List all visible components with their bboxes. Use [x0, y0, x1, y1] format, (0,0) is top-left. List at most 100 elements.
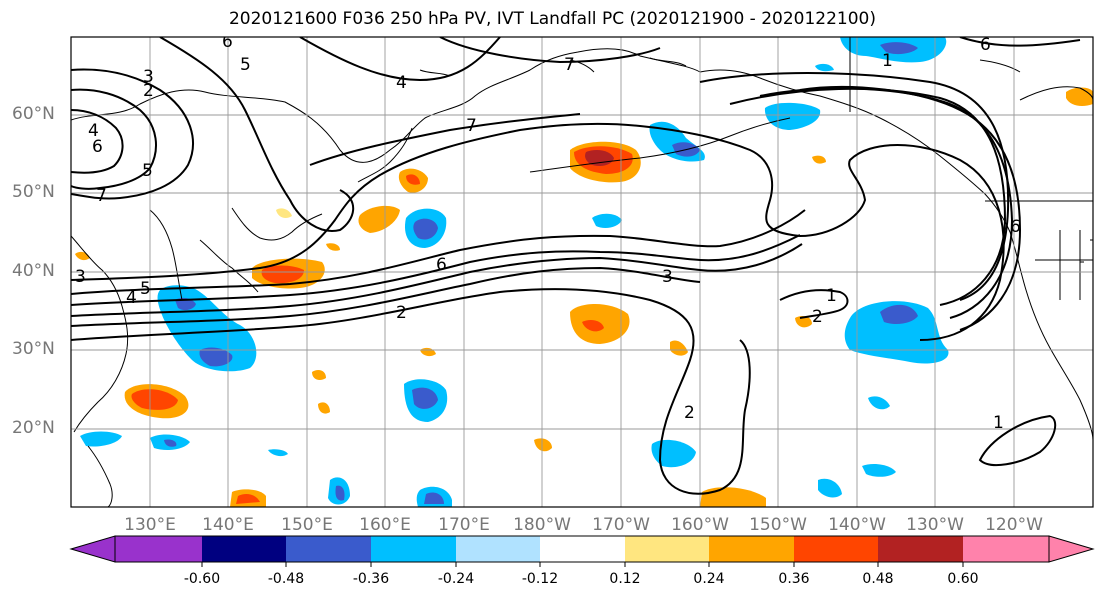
- contour-line: [71, 122, 1005, 341]
- colorbar-tick-label: -0.12: [521, 571, 559, 587]
- contour-label: 6: [1010, 217, 1021, 237]
- lon-label: 140°W: [828, 515, 886, 535]
- contour-label: 7: [96, 186, 107, 206]
- coastline-aleutians: [529, 117, 791, 173]
- contour-label: 3: [75, 267, 86, 287]
- contour-line: [71, 243, 803, 317]
- lon-label: 130°E: [124, 515, 176, 535]
- contour-line: [959, 37, 1081, 47]
- contour-line: [309, 113, 581, 166]
- colorbar-segment: [286, 536, 371, 562]
- lon-label: 180°W: [513, 515, 571, 535]
- shade-negative: [764, 102, 821, 130]
- colorbar-extend-low: [69, 535, 116, 563]
- lon-label: 130°W: [906, 515, 964, 535]
- contour-labels: 7 6 3 2 1 2 2 1 5 4 7 6 5 4 3 2 5 4 6 7 …: [75, 32, 1021, 433]
- shade-negative: [818, 478, 842, 498]
- shade-positive: [312, 370, 326, 380]
- coastline-japan: [199, 239, 259, 293]
- contour-line: [71, 88, 157, 190]
- lon-label: 120°W: [985, 515, 1043, 535]
- coastline-hudson: [1019, 86, 1093, 101]
- shade-positive: [326, 243, 340, 251]
- contour-line: [71, 266, 701, 327]
- coastlines: [71, 37, 1093, 507]
- contour-line: [71, 288, 751, 495]
- contour-label: 6: [222, 32, 233, 52]
- shade-negative: [412, 387, 438, 409]
- contour-label: 1: [882, 51, 893, 71]
- contour-line: [729, 87, 1007, 306]
- coastline-philippines: [87, 445, 113, 507]
- contour-label: 6: [436, 255, 447, 275]
- shade-negative: [164, 439, 177, 447]
- contour-label: 2: [396, 303, 407, 323]
- lat-label: 20°N: [12, 418, 55, 438]
- shade-positive: [670, 340, 688, 356]
- colorbar-tick-label: 0.12: [609, 571, 641, 587]
- contour-label: 7: [564, 55, 575, 75]
- shade-negative: [268, 449, 288, 457]
- contour-line: [978, 414, 1057, 467]
- shade-positive: [1066, 87, 1093, 106]
- contour-label: 2: [143, 81, 154, 101]
- contour-line: [71, 68, 194, 200]
- shade-positive: [261, 265, 304, 284]
- contour-label: 5: [240, 55, 251, 75]
- lon-label: 160°E: [359, 515, 411, 535]
- contour-line: [159, 37, 355, 232]
- contour-label: 4: [396, 73, 407, 93]
- contour-line: [299, 37, 501, 82]
- contour-line: [71, 209, 806, 295]
- contour-label: 6: [980, 35, 991, 55]
- shade-negative: [844, 301, 949, 364]
- shade-negative: [880, 304, 918, 324]
- lat-label: 50°N: [12, 182, 55, 202]
- shade-positive: [406, 174, 420, 185]
- shade-positive: [358, 205, 400, 233]
- map-title: 2020121600 F036 250 hPa PV, IVT Landfall…: [228, 9, 876, 29]
- lon-label: 160°W: [671, 515, 729, 535]
- colorbar-segment: [115, 536, 202, 562]
- contour-line: [439, 37, 661, 64]
- shade-positive: [318, 402, 330, 414]
- contour-label: 7: [466, 116, 477, 136]
- lon-label: 150°E: [281, 515, 333, 535]
- colorbar-tick-label: -0.36: [352, 571, 390, 587]
- colorbar-tick-label: 0.48: [862, 571, 894, 587]
- contour-label: 4: [126, 288, 137, 308]
- contour-label: 5: [142, 161, 153, 181]
- colorbar-segment: [456, 536, 540, 562]
- colorbar-segment: [878, 536, 963, 562]
- lat-label: 40°N: [12, 261, 55, 281]
- contour-label: 3: [143, 67, 154, 87]
- contour-line: [779, 289, 849, 319]
- shade-positive: [420, 347, 436, 357]
- colorbar-segment: [202, 536, 286, 562]
- colorbar-segment: [625, 536, 709, 562]
- shade-negative: [880, 42, 918, 55]
- shade-positive: [131, 389, 178, 410]
- lon-label: 170°W: [592, 515, 650, 535]
- lat-label: 60°N: [12, 104, 55, 124]
- shade-negative: [651, 439, 696, 468]
- pv-contours: [71, 37, 1081, 495]
- colorbar-segment: [794, 536, 878, 562]
- shade-negative: [815, 63, 834, 72]
- contour-label: 2: [684, 403, 695, 423]
- contour-line: [71, 109, 124, 174]
- contour-label: 5: [140, 279, 151, 299]
- contour-label: 4: [88, 121, 99, 141]
- colorbar-segment: [709, 536, 794, 562]
- colorbar-tick-label: 0.60: [947, 571, 979, 587]
- shade-positive: [795, 316, 812, 328]
- contour-line: [699, 72, 1010, 301]
- shade-negative: [335, 485, 345, 501]
- contour-label: 1: [993, 413, 1004, 433]
- coastline-korea: [149, 209, 183, 301]
- shade-negative: [862, 464, 896, 477]
- colorbar-extend-high: [1048, 535, 1095, 563]
- colorbar-segment: [540, 536, 625, 562]
- colorbar-tick-label: -0.60: [183, 571, 221, 587]
